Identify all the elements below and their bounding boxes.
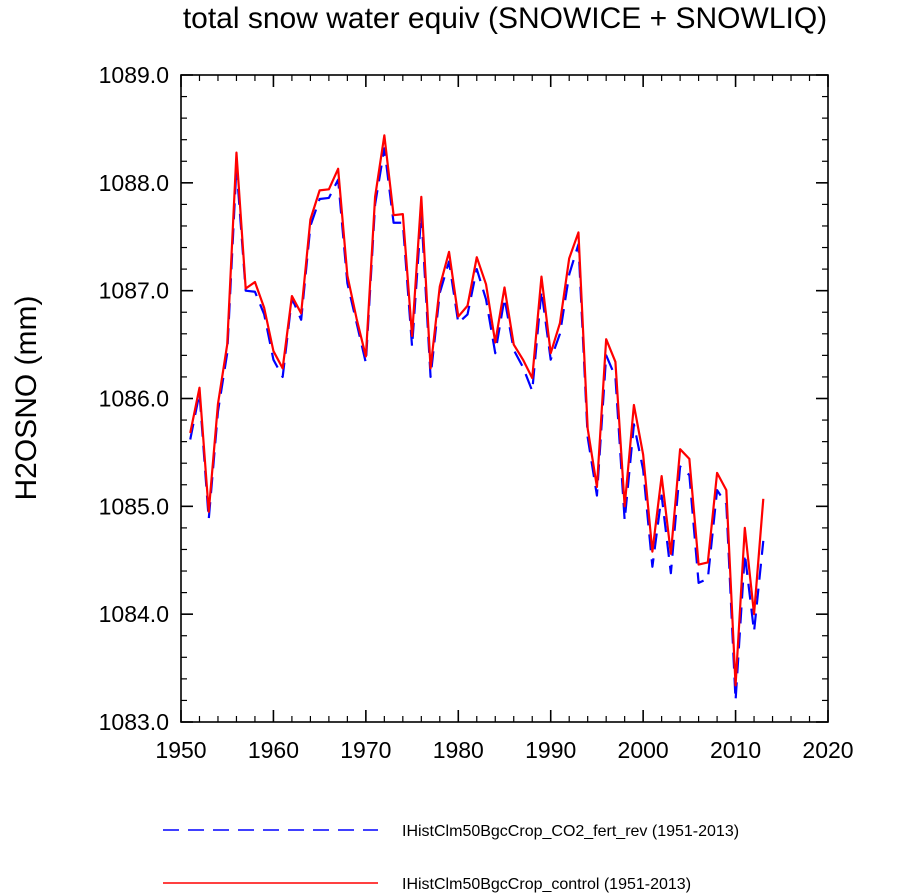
- y-tick-label: 1085.0: [99, 493, 169, 519]
- y-tick-label: 1087.0: [99, 278, 169, 304]
- legend-label: IHistClm50BgcCrop_CO2_fert_rev (1951-201…: [402, 823, 739, 840]
- y-tick-label: 1084.0: [99, 601, 169, 627]
- x-tick-label: 1970: [340, 737, 391, 763]
- x-tick-label: 2010: [710, 737, 761, 763]
- x-tick-label: 2000: [618, 737, 669, 763]
- y-axis-title: H2OSNO (mm): [10, 296, 43, 501]
- legend: IHistClm50BgcCrop_CO2_fert_rev (1951-201…: [163, 823, 739, 893]
- x-tick-label: 1950: [155, 737, 206, 763]
- y-tick-label: 1086.0: [99, 386, 169, 412]
- y-tick-label: 1089.0: [99, 62, 169, 88]
- plot-frame: [180, 74, 829, 723]
- x-tick-label: 1990: [525, 737, 576, 763]
- y-tick-label: 1083.0: [99, 709, 169, 735]
- y-tick-label: 1088.0: [99, 170, 169, 196]
- legend-label: IHistClm50BgcCrop_control (1951-2013): [402, 876, 691, 893]
- x-tick-label: 1960: [248, 737, 299, 763]
- x-tick-label: 2020: [802, 737, 853, 763]
- chart-title: total snow water equiv (SNOWICE + SNOWLI…: [183, 2, 827, 35]
- series-line: [189, 147, 765, 702]
- series-line: [189, 134, 765, 687]
- plot-area: 1950 1960 1970 1980 1990 2000 2010 2020 1083.0 10…: [99, 62, 854, 763]
- x-tick-label: 1980: [433, 737, 484, 763]
